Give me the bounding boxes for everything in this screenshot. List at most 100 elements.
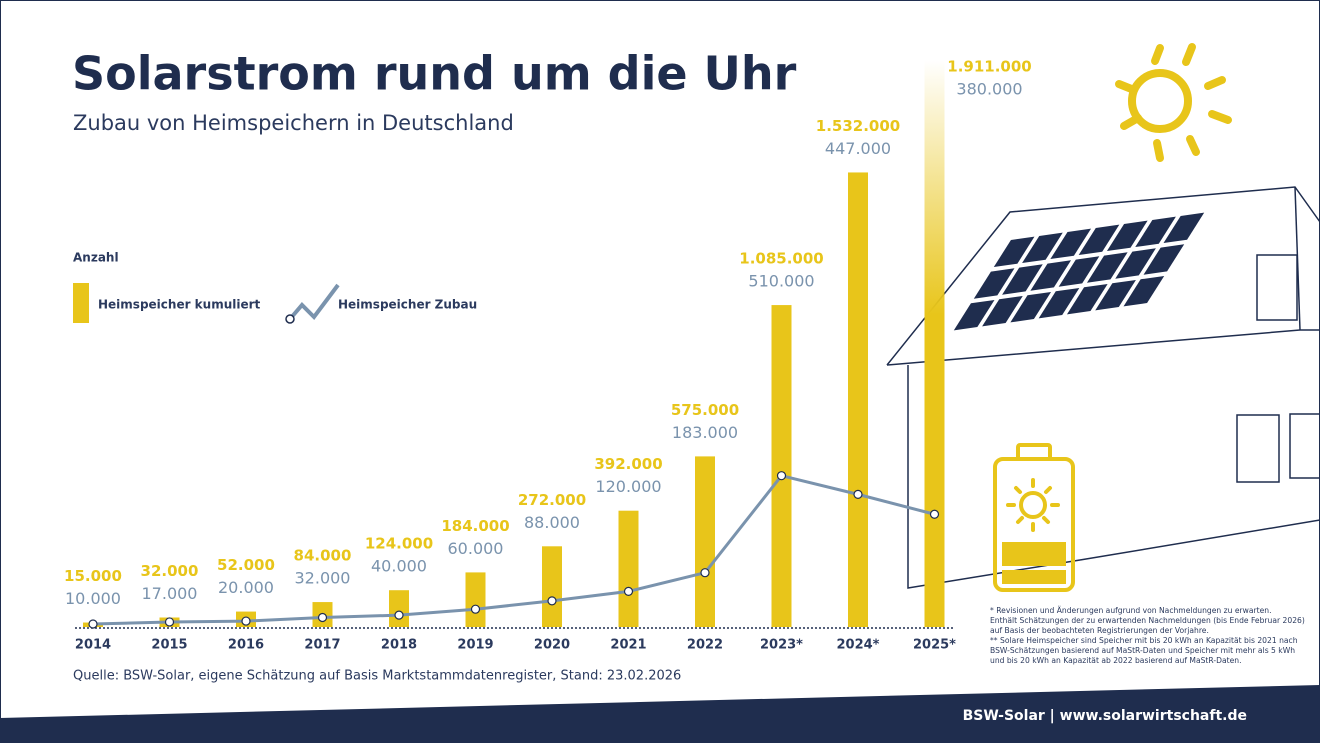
solar-cell	[1022, 232, 1063, 264]
x-tick-label: 2015	[151, 638, 187, 653]
line-marker	[700, 568, 710, 578]
line-marker	[394, 610, 404, 620]
solar-cell	[1038, 287, 1080, 319]
solar-cell	[1086, 252, 1128, 283]
x-tick-label: 2017	[304, 638, 340, 653]
legend-marker	[285, 314, 295, 324]
line-marker	[88, 619, 98, 629]
footnote-line: BSW-Schätzungen basierend auf MaStR-Date…	[990, 646, 1295, 655]
line-marker	[547, 596, 557, 606]
bar-value-label: 15.000	[64, 567, 122, 585]
line-value-label: 183.000	[672, 423, 738, 442]
legend-line-swatch	[288, 283, 340, 321]
sun-icon	[1115, 43, 1232, 162]
legend-title: Anzahl	[73, 251, 119, 265]
footnotes: * Revisionen und Änderungen aufgrund von…	[990, 606, 1305, 665]
line-value-label: 17.000	[142, 584, 198, 603]
x-tick-label: 2014	[75, 638, 111, 653]
solar-cell	[1002, 264, 1043, 295]
footnote-line: ** Solare Heimspeicher sind Speicher mit…	[990, 636, 1298, 645]
line-value-label: 120.000	[595, 477, 661, 496]
line-value-label: 510.000	[748, 272, 814, 291]
solar-cell	[1163, 212, 1205, 244]
bar-value-label: 1.911.000	[947, 58, 1031, 76]
plot: 2014 2015 2016 2017 2018 2019 2020 2021 2022 2023…	[64, 58, 1032, 653]
bar-value-label: 272.000	[518, 491, 586, 509]
solar-cell	[993, 236, 1035, 268]
line-marker	[164, 617, 175, 627]
line-value-label: 447.000	[825, 139, 891, 158]
line-marker	[853, 489, 863, 499]
solar-cell	[1010, 291, 1052, 323]
footnote-line: und bis 20 kWh an Kapazität ab 2022 basi…	[990, 656, 1242, 665]
solar-cell	[1058, 256, 1100, 287]
bar	[848, 172, 868, 627]
x-tick-label: 2025*	[913, 638, 956, 653]
solar-cell	[1078, 224, 1120, 256]
title: Solarstrom rund um die Uhr	[72, 47, 797, 101]
line-value-label: 20.000	[218, 578, 274, 597]
x-tick-label: 2022	[687, 638, 723, 653]
line	[92, 473, 935, 626]
line-value-label: 60.000	[448, 539, 504, 558]
footer-band	[0, 685, 1320, 743]
solar-panels	[953, 212, 1205, 331]
line-marker	[317, 612, 328, 623]
x-tick-label: 2018	[381, 638, 417, 653]
bar	[695, 456, 715, 627]
bar-value-label: 575.000	[671, 401, 739, 419]
battery-icon	[993, 443, 1075, 592]
legend-label: Heimspeicher Zubau	[338, 298, 477, 312]
subtitle: Zubau von Heimspeichern in Deutschland	[73, 111, 514, 135]
solar-cell	[982, 295, 1023, 327]
footnote-line: auf Basis der beobachteten Registrierung…	[990, 626, 1209, 635]
line-value-label: 32.000	[295, 569, 351, 588]
bar-value-label: 392.000	[594, 455, 662, 473]
bar-value-label: 52.000	[217, 556, 275, 574]
bar-value-label: 1.085.000	[739, 250, 823, 268]
solar-cell	[1115, 248, 1156, 279]
line-value-label: 40.000	[371, 557, 427, 576]
line-marker	[776, 471, 787, 481]
bar-value-label: 32.000	[141, 562, 199, 580]
legend-label: Heimspeicher kumuliert	[98, 298, 261, 312]
x-tick-label: 2024*	[837, 638, 880, 653]
solar-cell	[1066, 283, 1108, 315]
legend-bar-swatch	[73, 283, 89, 323]
footnote-line: * Revisionen und Änderungen aufgrund von…	[990, 606, 1272, 615]
x-tick-label: 2023*	[760, 638, 803, 653]
house-icon	[886, 186, 1320, 589]
bar-value-label: 124.000	[365, 535, 433, 553]
line-value-label: 380.000	[956, 80, 1022, 99]
line-value-label: 10.000	[65, 589, 121, 608]
x-tick-label: 2016	[228, 638, 264, 653]
bar-value-label: 84.000	[294, 547, 352, 565]
bar	[924, 60, 945, 627]
solar-cell	[1135, 216, 1176, 248]
x-tick-label: 2021	[610, 638, 646, 653]
line-marker	[623, 586, 634, 596]
solar-cell	[973, 268, 1015, 299]
x-tick-label: 2020	[534, 638, 570, 653]
line-marker	[470, 604, 481, 614]
footer: BSW-Solar | www.solarwirtschaft.de	[963, 708, 1247, 724]
source: Quelle: BSW-Solar, eigene Schätzung auf …	[73, 669, 681, 684]
solar-cell	[1106, 220, 1148, 252]
line-value-label: 88.000	[524, 513, 580, 532]
solar-cell	[1143, 244, 1185, 275]
bar	[465, 572, 486, 627]
bar	[771, 305, 792, 627]
bar	[618, 510, 639, 627]
line-marker	[929, 509, 940, 519]
solar-cell	[1123, 275, 1165, 307]
solar-cell	[1050, 228, 1092, 260]
x-tick-label: 2019	[457, 638, 493, 653]
solar-cell	[1030, 260, 1072, 291]
bar-value-label: 1.532.000	[816, 117, 900, 135]
solar-cell	[953, 299, 995, 331]
footnote-line: Enthält Schätzungen der zu erwartenden N…	[990, 616, 1305, 625]
bar-value-label: 184.000	[441, 517, 509, 535]
bar	[389, 590, 409, 627]
